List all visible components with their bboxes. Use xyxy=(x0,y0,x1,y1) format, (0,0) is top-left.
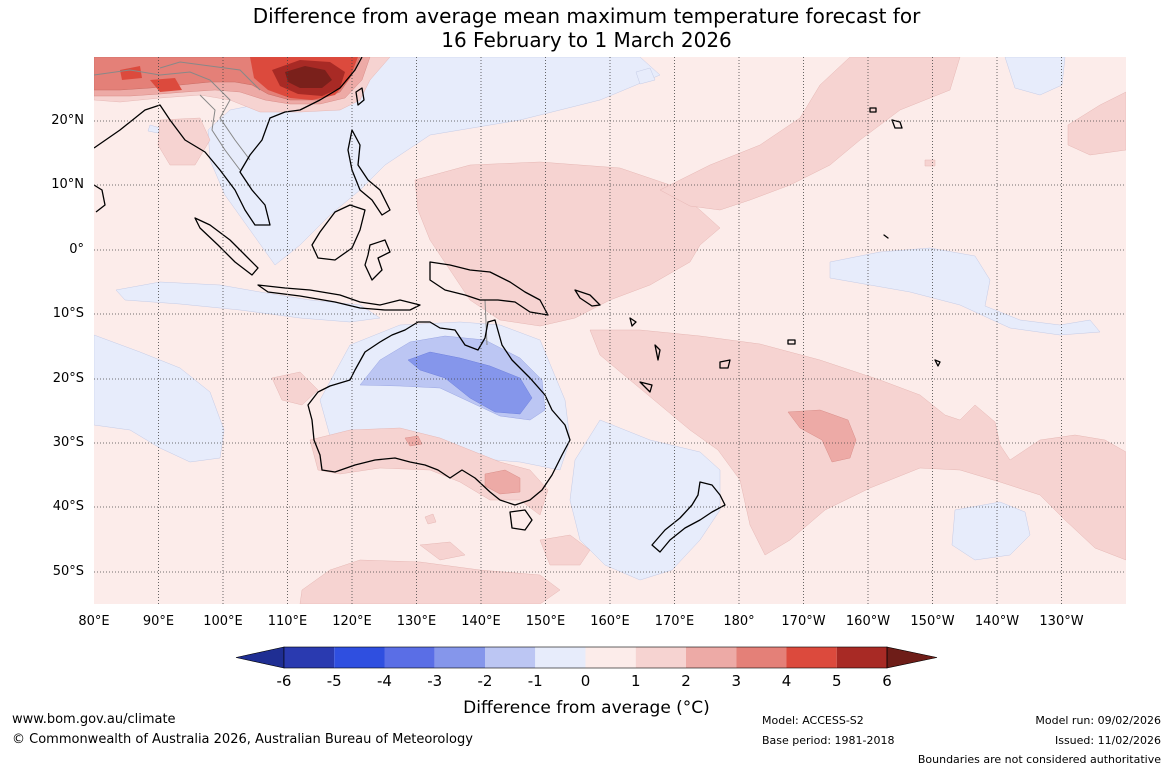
lon-label: 110°E xyxy=(267,614,308,629)
sulawesi-coastline xyxy=(364,239,391,281)
colorbar-bin-11 xyxy=(786,647,837,668)
lon-label: 160°W xyxy=(845,614,891,629)
issued-date: Issued: 11/02/2026 xyxy=(1054,734,1161,747)
colorbar-bin-12 xyxy=(836,647,887,668)
lon-label: 130°W xyxy=(1039,614,1084,629)
lon-label: 150°E xyxy=(525,614,566,629)
colorbar-bin-1 xyxy=(284,647,335,668)
coastlines xyxy=(94,57,941,553)
country-borders xyxy=(94,61,488,346)
lon-label: 80°E xyxy=(78,614,110,629)
colorbar-bin-4 xyxy=(434,647,485,668)
java-coastline xyxy=(257,284,421,311)
colorbar-tick: 2 xyxy=(681,672,691,690)
taiwan-coastline xyxy=(355,87,365,106)
lon-label: 170°W xyxy=(781,614,826,629)
map-graticule xyxy=(94,57,1126,604)
australia-coastline xyxy=(307,319,571,506)
colorbar-tick: -4 xyxy=(377,672,392,690)
pacific-islands-coastline xyxy=(574,234,941,393)
colorbar-tick: -1 xyxy=(527,672,543,690)
colorbar-bin-8 xyxy=(635,647,686,668)
colorbar-tick: 6 xyxy=(882,672,892,690)
colorbar-under-arrow xyxy=(235,646,285,669)
colorbar-tick: -2 xyxy=(477,672,493,690)
lon-label: 100°E xyxy=(203,614,243,629)
colorbar-bin-7 xyxy=(585,647,636,668)
new-zealand-coastline xyxy=(651,481,726,553)
sumatra-coastline xyxy=(194,217,259,276)
colorbar-tick: -5 xyxy=(326,672,342,690)
colorbar-tick: 5 xyxy=(831,672,842,690)
lat-label: 10°N xyxy=(51,177,84,192)
colorbar xyxy=(235,646,938,669)
lat-label: 40°S xyxy=(52,499,84,514)
lat-label: 10°S xyxy=(52,306,84,321)
se-asia-coastline xyxy=(94,57,363,226)
lat-label: 20°S xyxy=(52,371,84,386)
boundaries-disclaimer: Boundaries are not considered authoritat… xyxy=(917,753,1161,766)
lon-label: 140°E xyxy=(461,614,501,629)
tasmania-coastline xyxy=(509,509,533,531)
copyright-text: © Commonwealth of Australia 2026, Austra… xyxy=(12,732,473,747)
colorbar-bin-6 xyxy=(535,647,586,668)
anomaly-region-warm-peak xyxy=(285,66,332,88)
philippines-coastline xyxy=(347,129,391,216)
colorbar-tick: 3 xyxy=(731,672,742,690)
lat-label: 0° xyxy=(69,242,84,257)
colorbar-bin-3 xyxy=(384,647,435,668)
colorbar-bin-9 xyxy=(686,647,737,668)
lon-label: 160°E xyxy=(590,614,630,629)
lat-label: 20°N xyxy=(51,113,84,128)
new-guinea-coastline xyxy=(429,261,549,316)
colorbar-tick: -6 xyxy=(276,672,292,690)
title-line-2: 16 February to 1 March 2026 xyxy=(441,28,732,52)
borneo-coastline xyxy=(311,204,366,261)
map-plot-area xyxy=(94,57,1126,604)
colorbar-label: Difference from average (°C) xyxy=(463,698,710,718)
colorbar-tick: 0 xyxy=(580,672,591,690)
lat-label: 50°S xyxy=(52,564,84,579)
lon-label: 180° xyxy=(723,614,755,629)
colorbar-tick: -3 xyxy=(427,672,443,690)
colorbar-bin-10 xyxy=(736,647,787,668)
lon-label: 150°W xyxy=(910,614,955,629)
lon-label: 130°E xyxy=(396,614,437,629)
model-name: Model: ACCESS-S2 xyxy=(762,714,864,727)
colorbar-tick: 4 xyxy=(781,672,792,690)
map-title: Difference from average mean maximum tem… xyxy=(0,4,1173,52)
model-run-date: Model run: 09/02/2026 xyxy=(1035,714,1161,727)
anomaly-regions-warm-light xyxy=(94,57,1126,604)
base-period: Base period: 1981-2018 xyxy=(762,734,895,747)
lon-label: 170°E xyxy=(654,614,695,629)
colorbar-over-arrow xyxy=(886,646,938,669)
lon-label: 90°E xyxy=(142,614,175,629)
colorbar-bin-5 xyxy=(485,647,536,668)
anomaly-region-warm-small xyxy=(120,66,182,92)
lon-label: 120°E xyxy=(332,614,372,629)
title-line-1: Difference from average mean maximum tem… xyxy=(252,4,921,28)
hawaii-coastline xyxy=(869,107,903,129)
lat-label: 30°S xyxy=(52,435,84,450)
india-coastline xyxy=(94,184,106,213)
colorbar-tick: 1 xyxy=(630,672,641,690)
lon-label: 140°W xyxy=(974,614,1020,629)
anomaly-region-cool-strong xyxy=(407,351,533,415)
website-link[interactable]: www.bom.gov.au/climate xyxy=(12,712,176,727)
colorbar-bin-2 xyxy=(334,647,385,668)
